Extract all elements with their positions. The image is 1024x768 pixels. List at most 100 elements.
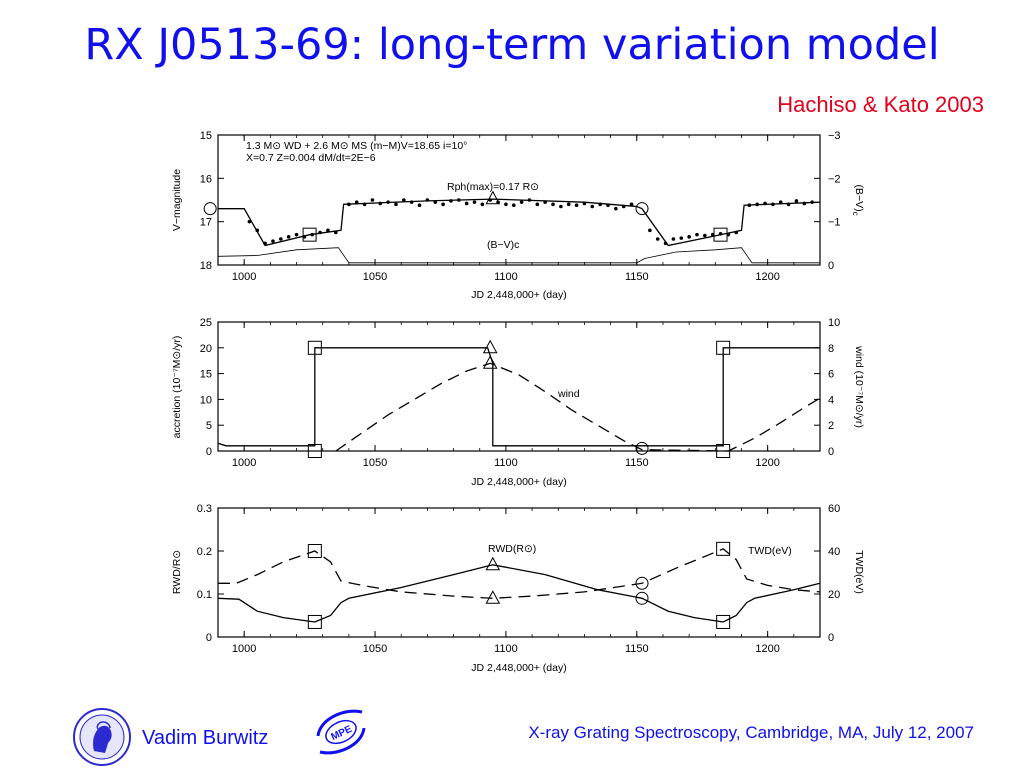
marker-circle bbox=[635, 576, 649, 590]
wind-label: wind bbox=[557, 388, 580, 400]
footer-author: Vadim Burwitz bbox=[142, 727, 269, 749]
data-point bbox=[629, 202, 634, 207]
y-right-tick-label: 10 bbox=[828, 317, 840, 329]
data-point bbox=[326, 228, 330, 233]
marker-square bbox=[716, 614, 731, 629]
data-point bbox=[695, 232, 699, 237]
data-point bbox=[566, 202, 571, 207]
data-point bbox=[255, 228, 260, 233]
y-right-tick-label: −2 bbox=[828, 173, 841, 185]
y-tick-label: 15 bbox=[200, 130, 212, 142]
data-point bbox=[457, 198, 461, 202]
y-tick-label: 0 bbox=[206, 632, 212, 644]
y-tick-label: 0 bbox=[206, 446, 212, 458]
rph-label: Rph(max)=0.17 R⊙ bbox=[447, 181, 539, 193]
data-point bbox=[425, 198, 430, 202]
data-point bbox=[810, 200, 814, 204]
data-point bbox=[679, 236, 684, 240]
y-tick-label: 17 bbox=[200, 217, 212, 229]
x-tick-label: 1100 bbox=[494, 457, 518, 469]
y-axis-label: RWD/R⊙ bbox=[171, 550, 183, 594]
y-tick-label: 0.2 bbox=[197, 546, 212, 558]
data-point bbox=[378, 201, 383, 206]
data-point bbox=[755, 202, 759, 207]
y-tick-label: 5 bbox=[206, 420, 212, 432]
data-point bbox=[574, 203, 579, 207]
y-right-tick-label: −1 bbox=[828, 217, 841, 229]
y-right-tick-label: 20 bbox=[828, 589, 840, 601]
data-point bbox=[480, 202, 485, 207]
rwd-label: RWD(R⊙) bbox=[488, 543, 536, 555]
data-point bbox=[354, 200, 359, 204]
x-tick-label: 1100 bbox=[494, 271, 518, 283]
plot-frame bbox=[217, 507, 821, 638]
data-point bbox=[535, 202, 540, 207]
x-axis-label: JD 2,448,000+ (day) bbox=[471, 289, 566, 301]
x-tick-label: 1000 bbox=[232, 457, 256, 469]
data-point bbox=[598, 202, 602, 207]
plot-frame bbox=[217, 134, 821, 266]
bv-label: (B−V)c bbox=[487, 239, 519, 251]
data-point bbox=[294, 232, 299, 237]
plot-frame bbox=[217, 321, 821, 452]
data-point bbox=[370, 198, 375, 202]
panel-accretion-wind: 1000 1050 1100 1150 1200 0 5 10 15 20 25 0 2 4 6 8 10 wi… bbox=[171, 317, 865, 488]
data-point bbox=[519, 200, 524, 204]
marker-square bbox=[307, 614, 322, 629]
data-point bbox=[786, 202, 791, 207]
data-point bbox=[543, 200, 547, 204]
y-tick-label: 0.1 bbox=[197, 589, 212, 601]
y-tick-label: 16 bbox=[200, 173, 212, 185]
marker-square bbox=[716, 340, 731, 355]
y-axis-label: V−magnitude bbox=[171, 169, 183, 231]
data-point bbox=[362, 202, 367, 207]
y-tick-label: 10 bbox=[200, 394, 212, 406]
y-right-tick-label: 60 bbox=[828, 503, 840, 515]
x-tick-label: 1050 bbox=[363, 271, 387, 283]
series-line bbox=[335, 362, 821, 452]
data-point bbox=[590, 204, 595, 209]
marker-triangle bbox=[485, 190, 501, 205]
params-line-1: 1.3 M⊙ WD + 2.6 M⊙ MS (m−M)V=18.65 i=10° bbox=[246, 140, 467, 152]
data-point bbox=[279, 237, 283, 241]
marker-circle bbox=[635, 441, 649, 455]
footer-event: X-ray Grating Spectroscopy, Cambridge, M… bbox=[528, 723, 974, 742]
x-tick-label: 1200 bbox=[755, 457, 779, 469]
y-axis-label-right-main: (B−V) bbox=[853, 184, 865, 211]
data-point bbox=[449, 199, 453, 203]
x-tick-label: 1050 bbox=[363, 643, 387, 655]
twd-label: TWD(eV) bbox=[748, 545, 792, 557]
data-point bbox=[802, 201, 807, 206]
y-axis-label-right: TWD(eV) bbox=[853, 550, 865, 594]
x-tick-label: 1200 bbox=[755, 271, 779, 283]
data-point bbox=[718, 232, 723, 236]
marker-triangle bbox=[482, 339, 498, 354]
panel-v-magnitude: 1000 1050 1100 1150 1200 15 16 17 18 −3 −2 −1 0 1.3 … bbox=[171, 130, 865, 301]
data-point bbox=[655, 237, 660, 241]
marker-circle bbox=[635, 202, 649, 216]
data-point bbox=[271, 239, 275, 243]
panel-radius-temperature: 1000 1050 1100 1150 1200 0 0.1 0.2 0.3 0 20 40 60 RW… bbox=[171, 503, 865, 674]
params-line-2: X=0.7 Z=0.004 dM/dt=2E−6 bbox=[246, 152, 376, 164]
data-point bbox=[671, 237, 676, 241]
mpe-logo: MPE bbox=[316, 709, 366, 755]
x-axis-label: JD 2,448,000+ (day) bbox=[471, 476, 566, 488]
y-right-tick-label: 6 bbox=[828, 369, 834, 381]
marker-square bbox=[716, 444, 731, 458]
data-point bbox=[464, 201, 469, 206]
data-point bbox=[551, 202, 555, 207]
y-right-tick-label: 0 bbox=[828, 260, 834, 272]
x-tick-label: 1000 bbox=[232, 643, 256, 655]
x-axis-label: JD 2,448,000+ (day) bbox=[471, 662, 566, 674]
data-point bbox=[347, 202, 351, 207]
series-line bbox=[218, 198, 821, 247]
marker-triangle bbox=[482, 355, 498, 369]
x-tick-label: 1100 bbox=[494, 643, 518, 655]
data-point bbox=[504, 202, 508, 207]
series-line bbox=[217, 247, 820, 264]
data-point bbox=[263, 241, 267, 246]
marker-square bbox=[713, 227, 728, 242]
data-point bbox=[559, 204, 563, 209]
data-point bbox=[663, 241, 668, 246]
